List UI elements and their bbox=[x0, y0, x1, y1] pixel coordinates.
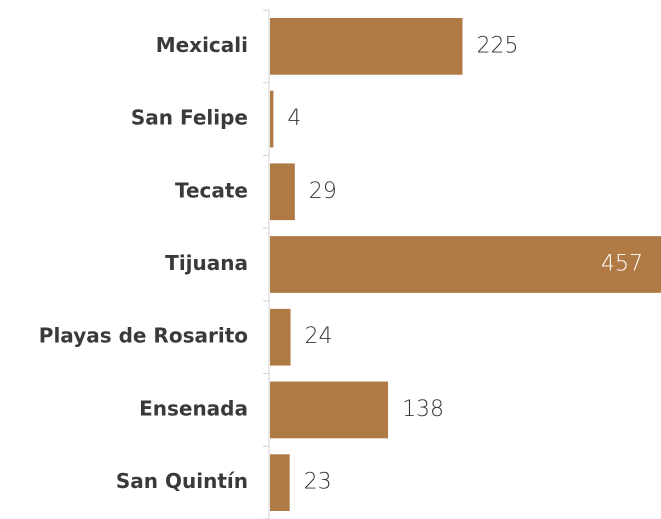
value-label: 457 bbox=[601, 252, 643, 277]
bar bbox=[270, 90, 274, 148]
category-label: Tijuana bbox=[165, 251, 248, 275]
bar bbox=[270, 236, 661, 293]
bar bbox=[270, 308, 291, 366]
category-label: San Felipe bbox=[131, 106, 248, 130]
value-label: 23 bbox=[304, 470, 332, 495]
value-label: 138 bbox=[402, 397, 444, 422]
category-label: Mexicali bbox=[156, 33, 248, 57]
category-label: Playas de Rosarito bbox=[39, 324, 248, 348]
value-label: 29 bbox=[309, 179, 337, 204]
bar bbox=[270, 454, 290, 512]
bar bbox=[270, 17, 463, 75]
category-label: Tecate bbox=[175, 178, 248, 202]
value-label: 4 bbox=[287, 106, 301, 131]
value-label: 24 bbox=[305, 324, 333, 349]
bar bbox=[270, 163, 295, 221]
bar bbox=[270, 381, 389, 439]
category-label: San Quintín bbox=[116, 469, 248, 493]
category-label: Ensenada bbox=[139, 396, 248, 420]
value-label: 225 bbox=[477, 33, 519, 58]
